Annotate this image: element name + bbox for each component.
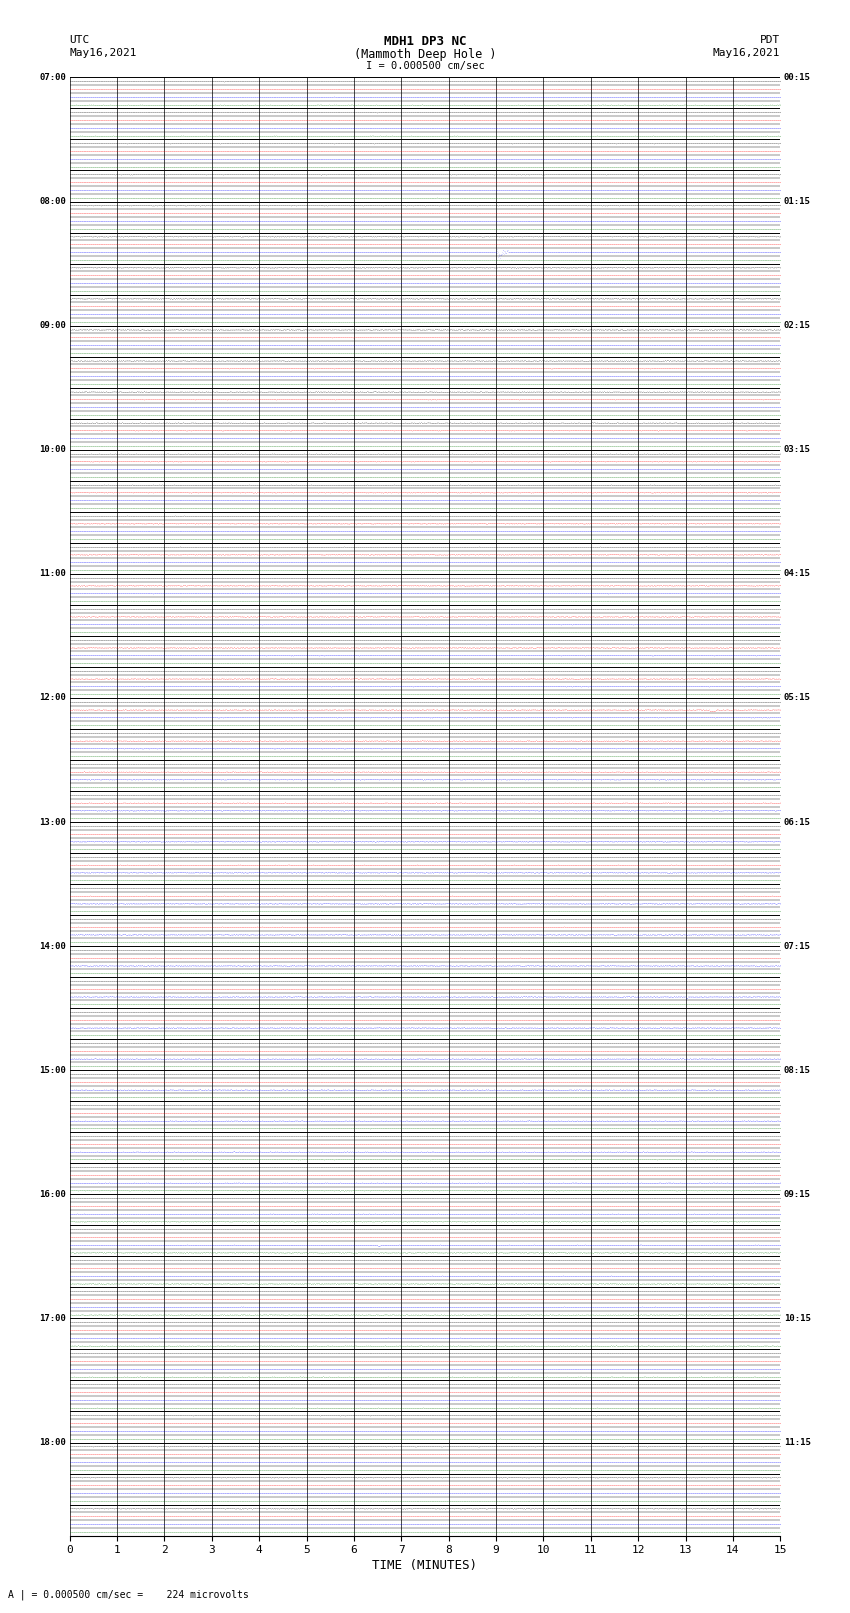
Text: 10:15: 10:15 bbox=[784, 1315, 811, 1323]
Text: 01:15: 01:15 bbox=[784, 197, 811, 206]
Text: May16,2021: May16,2021 bbox=[713, 48, 780, 58]
Text: 11:00: 11:00 bbox=[39, 569, 66, 579]
Text: 02:15: 02:15 bbox=[784, 321, 811, 331]
Text: 14:00: 14:00 bbox=[39, 942, 66, 950]
Text: 06:15: 06:15 bbox=[784, 818, 811, 826]
Text: 04:15: 04:15 bbox=[784, 569, 811, 579]
X-axis label: TIME (MINUTES): TIME (MINUTES) bbox=[372, 1560, 478, 1573]
Text: 18:00: 18:00 bbox=[39, 1439, 66, 1447]
Text: 05:15: 05:15 bbox=[784, 694, 811, 702]
Text: 10:00: 10:00 bbox=[39, 445, 66, 455]
Text: 12:00: 12:00 bbox=[39, 694, 66, 702]
Text: 09:15: 09:15 bbox=[784, 1190, 811, 1198]
Text: PDT: PDT bbox=[760, 35, 780, 45]
Text: I = 0.000500 cm/sec: I = 0.000500 cm/sec bbox=[366, 61, 484, 71]
Text: 00:15: 00:15 bbox=[784, 73, 811, 82]
Text: 03:15: 03:15 bbox=[784, 445, 811, 455]
Text: MDH1 DP3 NC: MDH1 DP3 NC bbox=[383, 35, 467, 48]
Text: 08:00: 08:00 bbox=[39, 197, 66, 206]
Text: A | = 0.000500 cm/sec =    224 microvolts: A | = 0.000500 cm/sec = 224 microvolts bbox=[8, 1589, 249, 1600]
Text: 08:15: 08:15 bbox=[784, 1066, 811, 1074]
Text: 07:00: 07:00 bbox=[39, 73, 66, 82]
Text: (Mammoth Deep Hole ): (Mammoth Deep Hole ) bbox=[354, 48, 496, 61]
Text: 16:00: 16:00 bbox=[39, 1190, 66, 1198]
Text: May16,2021: May16,2021 bbox=[70, 48, 137, 58]
Text: 07:15: 07:15 bbox=[784, 942, 811, 950]
Text: 11:15: 11:15 bbox=[784, 1439, 811, 1447]
Text: 13:00: 13:00 bbox=[39, 818, 66, 826]
Text: 17:00: 17:00 bbox=[39, 1315, 66, 1323]
Text: 09:00: 09:00 bbox=[39, 321, 66, 331]
Text: UTC: UTC bbox=[70, 35, 90, 45]
Text: 15:00: 15:00 bbox=[39, 1066, 66, 1074]
